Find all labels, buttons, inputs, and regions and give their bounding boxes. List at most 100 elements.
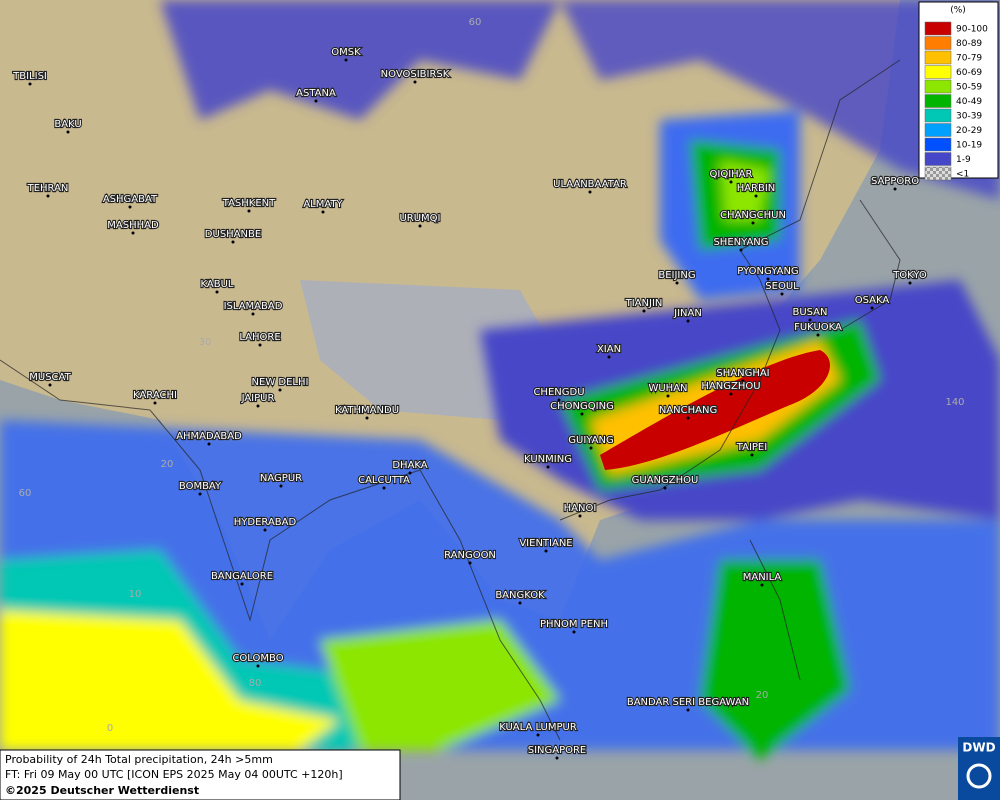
city-marker	[240, 582, 244, 586]
city-marker	[589, 446, 593, 450]
city-label: SEOUL	[765, 281, 799, 292]
graticule-label: 30	[199, 337, 212, 348]
city-label: WUHAN	[648, 383, 687, 394]
legend-label: 40-49	[956, 97, 982, 107]
city-marker	[555, 756, 559, 760]
city-marker	[408, 471, 412, 475]
city-label: SHANGHAI	[716, 368, 769, 379]
city-label: PHNOM PENH	[540, 619, 608, 630]
city-label: ASTANA	[296, 88, 336, 99]
city-label: AHMADABAD	[176, 431, 242, 442]
legend-swatch	[924, 166, 952, 181]
city-marker	[686, 319, 690, 323]
city-label: RANGOON	[444, 550, 496, 561]
city-label: GUANGZHOU	[632, 475, 699, 486]
graticule-label: 60	[19, 488, 32, 499]
city-marker	[739, 248, 743, 252]
city-marker	[278, 388, 282, 392]
city-marker	[207, 442, 211, 446]
city-marker	[780, 292, 784, 296]
graticule-label: 60	[469, 17, 482, 28]
city-label: MANILA	[743, 572, 782, 583]
graticule-labels: 60 30 20 10 0 60 80 140 20	[19, 17, 965, 734]
city-marker	[321, 210, 325, 214]
legend-label: 30-39	[956, 112, 982, 122]
city-label: HANOI	[564, 503, 597, 514]
legend-swatch	[924, 123, 952, 137]
legend-swatch	[924, 94, 952, 108]
city-label: BAKU	[54, 119, 81, 130]
city-label: CALCUTTA	[358, 475, 410, 486]
city-marker	[766, 277, 770, 281]
city-label: KARACHI	[133, 390, 177, 401]
city-label: DHAKA	[392, 460, 427, 471]
graticule-label: 80	[249, 678, 262, 689]
city-label: NEW DELHI	[252, 377, 309, 388]
city-label: KATHMANDU	[335, 405, 399, 416]
legend-label: 70-79	[956, 54, 982, 64]
graticule-label: 140	[945, 397, 964, 408]
city-marker	[258, 343, 262, 347]
city-marker	[247, 209, 251, 213]
city-marker	[468, 561, 472, 565]
legend-label: 80-89	[956, 39, 982, 49]
city-label: NAGPUR	[260, 473, 302, 484]
city-marker	[675, 281, 679, 285]
city-marker	[46, 194, 50, 198]
info-line: ©2025 Deutscher Wetterdienst	[5, 784, 199, 797]
graticule-label: 10	[129, 589, 142, 600]
city-marker	[215, 290, 219, 294]
logo: DWD	[958, 737, 1000, 800]
city-label: COLOMBO	[232, 653, 283, 664]
city-label: PYONGYANG	[737, 266, 798, 277]
city-marker	[131, 231, 135, 235]
legend-label: <1	[956, 170, 969, 180]
city-marker	[365, 416, 369, 420]
city-label: CHONGQING	[550, 401, 614, 412]
city-label: OSAKA	[855, 295, 890, 306]
city-marker	[256, 664, 260, 668]
legend-title: (%)	[950, 6, 966, 16]
city-marker	[231, 240, 235, 244]
city-label: HARBIN	[737, 183, 776, 194]
city-marker	[28, 82, 32, 86]
city-label: ASHGABAT	[103, 194, 158, 205]
city-labels: OMSK NOVOSIBIRSK ASTANA TBILISI BAKU TEHRAN AS…	[11, 46, 928, 760]
city-label: CHANGCHUN	[720, 210, 786, 221]
city-marker	[607, 355, 611, 359]
city-label: DUSHANBE	[205, 229, 261, 240]
city-marker	[251, 312, 255, 316]
city-marker	[663, 486, 667, 490]
city-marker	[578, 514, 582, 518]
city-marker	[908, 281, 912, 285]
city-label: NOVOSIBIRSK	[381, 69, 450, 80]
info-line: Probability of 24h Total precipitation, …	[5, 753, 273, 766]
legend-swatch	[924, 36, 952, 50]
city-marker	[518, 601, 522, 605]
city-marker	[256, 404, 260, 408]
city-label: URUMQI	[399, 213, 440, 224]
city-label: NANCHANG	[659, 405, 717, 416]
city-label: VIENTIANE	[519, 538, 572, 549]
city-marker	[66, 130, 70, 134]
city-marker	[546, 465, 550, 469]
city-label: BOMBAY	[179, 481, 222, 492]
city-label: JINAN	[673, 308, 702, 319]
legend-swatch	[924, 108, 952, 123]
info-background	[0, 749, 401, 800]
city-label: SAPPORO	[871, 176, 919, 187]
city-marker	[536, 733, 540, 737]
city-marker	[754, 194, 758, 198]
city-marker	[382, 486, 386, 490]
city-marker	[686, 416, 690, 420]
city-label: JAIPUR	[241, 393, 275, 404]
city-marker	[642, 309, 646, 313]
city-label: HYDERABAD	[234, 517, 297, 528]
city-label: SHENYANG	[713, 237, 768, 248]
graticule-label: 0	[107, 723, 113, 734]
city-label: OMSK	[331, 47, 361, 58]
city-marker	[588, 190, 592, 194]
city-marker	[544, 549, 548, 553]
city-marker	[808, 318, 812, 322]
city-label: BANGALORE	[211, 571, 273, 582]
